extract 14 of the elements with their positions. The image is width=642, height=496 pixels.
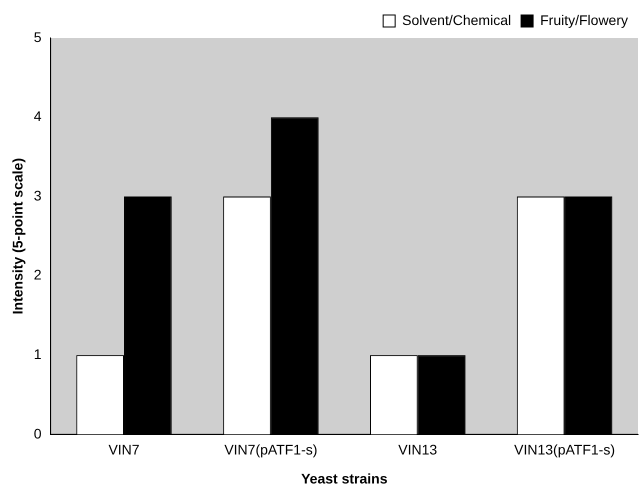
y-tick-label: 2 [34, 266, 42, 283]
y-tick-label: 1 [34, 346, 42, 362]
legend-label: Solvent/Chemical [402, 12, 512, 28]
y-tick-label: 0 [34, 425, 42, 442]
x-tick-label: VIN7(pATF1-s) [224, 442, 318, 458]
y-tick-label: 3 [34, 187, 42, 204]
x-axis-title: Yeast strains [301, 470, 388, 486]
y-tick-label: 5 [34, 28, 42, 45]
x-tick-label: VIN13(pATF1-s) [514, 442, 616, 458]
y-axis-title: Intensity (5-point scale) [9, 158, 26, 314]
y-tick-label: 4 [34, 108, 42, 124]
x-tick-label: VIN13 [398, 442, 438, 458]
legend-label: Fruity/Flowery [540, 12, 628, 28]
x-tick-label: VIN7 [108, 442, 140, 458]
